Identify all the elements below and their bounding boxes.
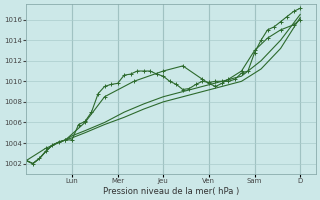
X-axis label: Pression niveau de la mer( hPa ): Pression niveau de la mer( hPa ) (103, 187, 239, 196)
